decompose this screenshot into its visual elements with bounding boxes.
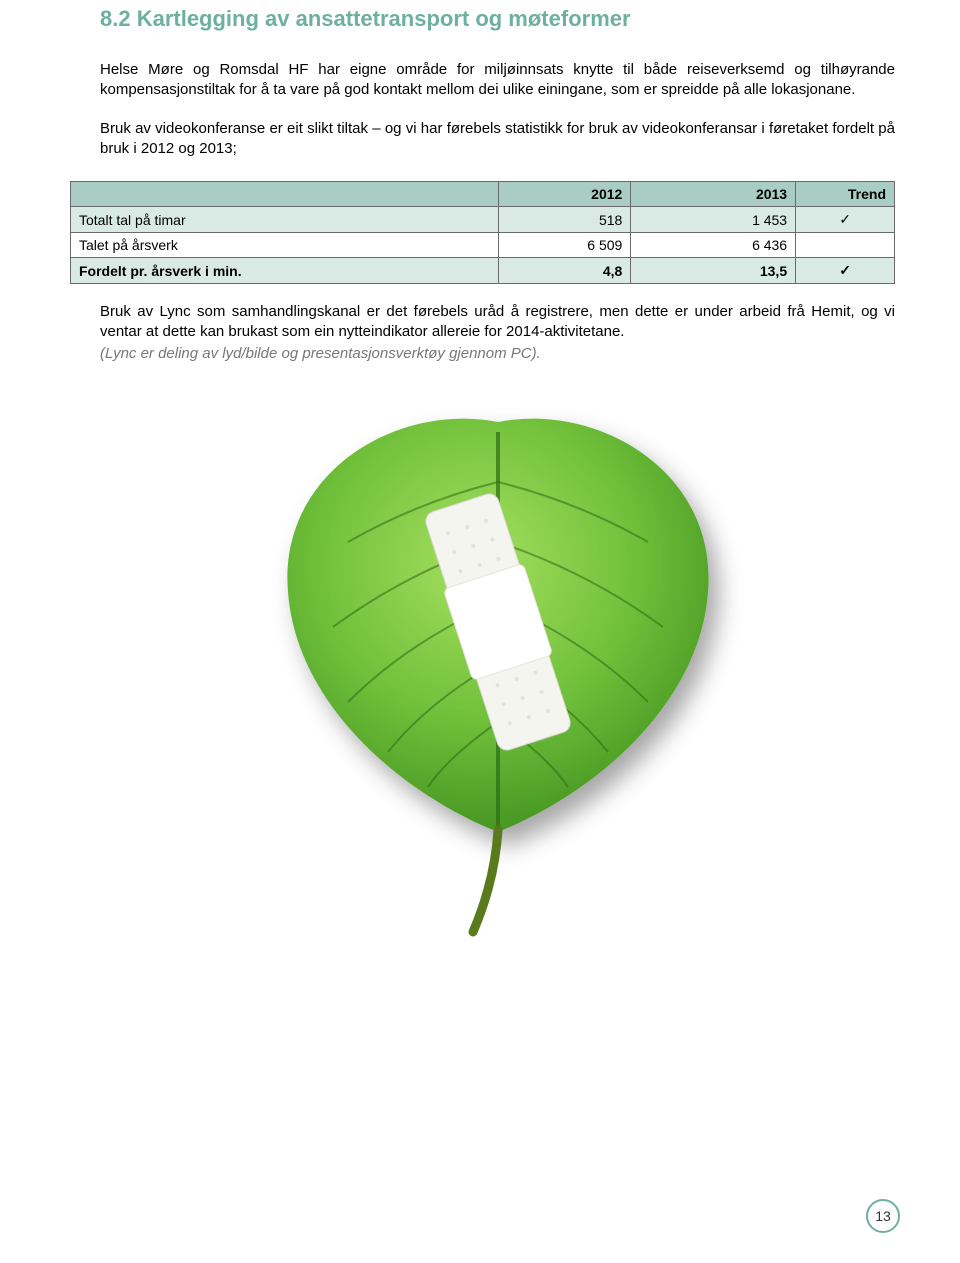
cell-label: Fordelt pr. årsverk i min. xyxy=(71,258,499,284)
table-row: Totalt tal på timar 518 1 453 ✓ xyxy=(71,207,895,233)
stats-table: 2012 2013 Trend Totalt tal på timar 518 … xyxy=(70,181,895,284)
th-trend: Trend xyxy=(796,182,895,207)
leaf-illustration xyxy=(238,392,758,952)
cell-2013: 13,5 xyxy=(631,258,796,284)
leaf-illustration-container xyxy=(100,392,895,952)
cell-label: Totalt tal på timar xyxy=(71,207,499,233)
cell-2012: 6 509 xyxy=(499,233,631,258)
paragraph-3: Bruk av Lync som samhandlingskanal er de… xyxy=(100,302,895,343)
cell-2012: 518 xyxy=(499,207,631,233)
section-heading: 8.2 Kartlegging av ansattetransport og m… xyxy=(100,0,895,32)
th-blank xyxy=(71,182,499,207)
page-number: 13 xyxy=(866,1199,900,1233)
cell-label: Talet på årsverk xyxy=(71,233,499,258)
cell-2012: 4,8 xyxy=(499,258,631,284)
table-row: Fordelt pr. årsverk i min. 4,8 13,5 ✓ xyxy=(71,258,895,284)
th-2013: 2013 xyxy=(631,182,796,207)
leaf-svg xyxy=(238,392,758,952)
cell-trend xyxy=(796,233,895,258)
leaf-stem xyxy=(473,830,498,932)
cell-2013: 6 436 xyxy=(631,233,796,258)
document-page: 8.2 Kartlegging av ansattetransport og m… xyxy=(0,0,960,1263)
th-2012: 2012 xyxy=(499,182,631,207)
table-body: Totalt tal på timar 518 1 453 ✓ Talet på… xyxy=(71,207,895,284)
cell-trend: ✓ xyxy=(796,207,895,233)
table-row: Talet på årsverk 6 509 6 436 xyxy=(71,233,895,258)
stats-table-container: 2012 2013 Trend Totalt tal på timar 518 … xyxy=(70,181,895,284)
paragraph-2: Bruk av videokonferanse er eit slikt til… xyxy=(100,119,895,160)
cell-2013: 1 453 xyxy=(631,207,796,233)
table-header-row: 2012 2013 Trend xyxy=(71,182,895,207)
cell-trend: ✓ xyxy=(796,258,895,284)
paragraph-3-italic: (Lync er deling av lyd/bilde og presenta… xyxy=(100,345,895,362)
paragraph-1: Helse Møre og Romsdal HF har eigne områd… xyxy=(100,60,895,101)
